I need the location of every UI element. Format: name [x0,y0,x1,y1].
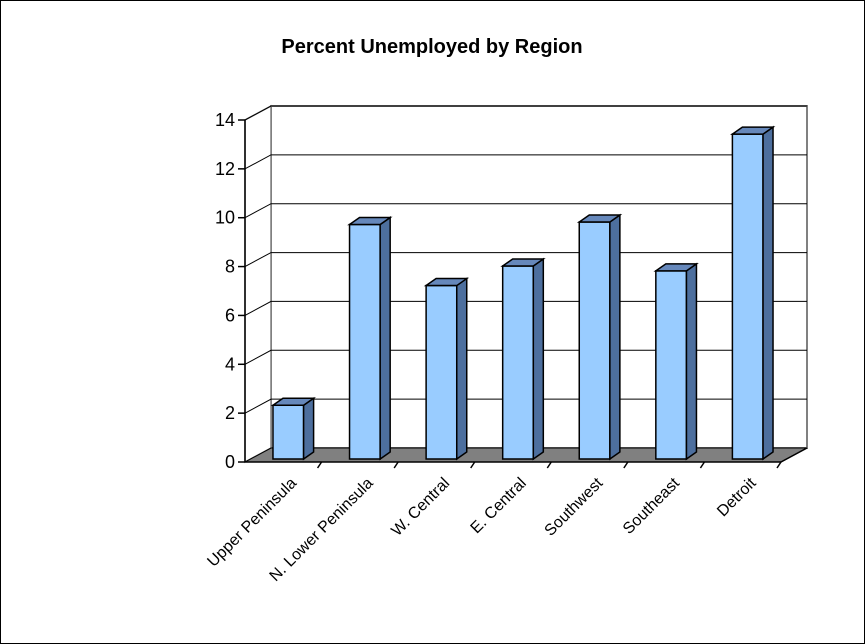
bars [270,125,776,461]
bar-top [500,258,546,267]
bar-top [270,397,316,407]
y-tick-label: 2 [225,403,235,423]
gridlines [244,105,807,414]
bar [425,284,458,460]
x-tick [470,461,476,469]
x-category-label: Southeast [620,474,683,537]
floor-edge [780,447,808,463]
gridline [244,105,807,121]
bar-side [455,277,468,461]
bar [578,221,611,460]
x-tick [699,461,706,469]
bar [501,265,535,460]
y-axis: 0 2 4 6 8 10 12 14 [215,110,246,472]
gridline [244,300,807,316]
x-tick [316,461,323,469]
bar [348,223,381,460]
y-tick-label: 4 [225,354,235,374]
x-category-label: W. Central [388,475,453,540]
gridline [244,252,807,268]
x-category-label: E. Central [468,475,530,537]
x-category-label: Southwest [542,474,607,539]
bar-top [653,263,699,272]
bar [272,404,305,460]
gridline [244,203,807,219]
bar-top [347,216,393,226]
y-tick-label: 6 [225,305,235,325]
gridline [244,398,807,414]
gridline [244,154,807,170]
chart-title: Percent Unemployed by Region [281,36,582,58]
bar-side [609,213,621,461]
bar-side [685,262,698,461]
gridline [244,349,807,365]
side-wall [244,104,272,464]
bar-top [730,126,776,135]
bar-side [532,257,545,461]
y-tick-label: 12 [215,159,235,179]
x-tick [623,461,629,469]
bar-top [423,277,470,287]
x-tick [393,461,399,469]
bar-side [379,216,391,461]
y-tick-label: 10 [215,208,235,228]
bar-side [762,125,774,461]
y-tick-label: 0 [225,452,235,472]
x-tick [546,461,552,469]
y-tick-label: 8 [225,257,235,277]
bar [655,270,688,460]
bar-top [576,214,623,223]
x-category-label: Detroit [714,474,760,520]
bar-side [302,396,315,461]
x-tick [776,461,782,469]
y-tick-label: 14 [215,110,235,130]
bar [731,133,764,460]
